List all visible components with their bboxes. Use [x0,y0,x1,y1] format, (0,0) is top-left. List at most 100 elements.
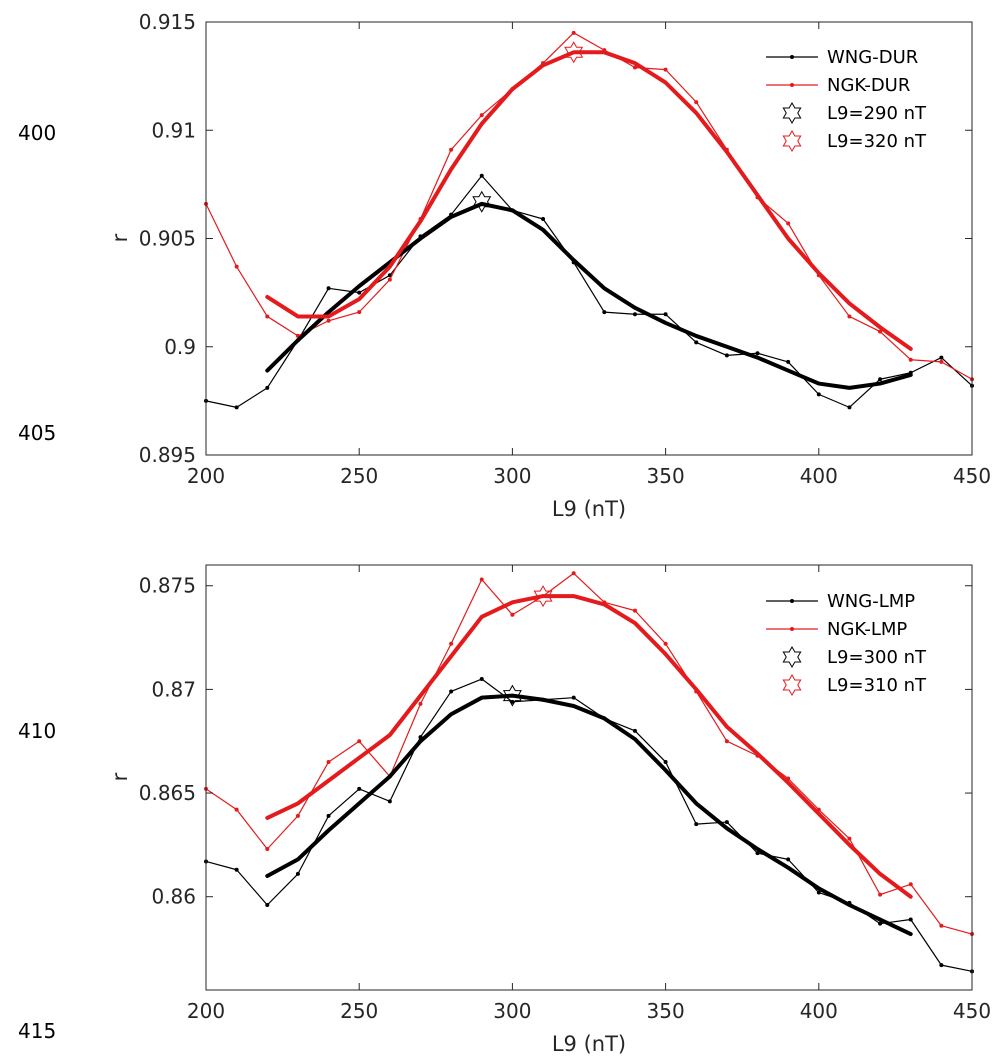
line-number-400: 400 [18,121,56,145]
chart-panel-top: 200 250 300 350 400 450 0.895 0.9 0.905 0.91 0.915… [108,10,991,521]
data-point [234,405,239,410]
line-number-415: 415 [18,1019,56,1043]
y-tick-label: 0.865 [139,781,196,805]
data-point [571,571,576,576]
legend-entry-ngk-dur: NGK-DUR [766,75,910,96]
legend-label: NGK-LMP [827,619,907,640]
x-tick-label: 300 [493,999,531,1023]
y-tick-label: 0.91 [151,118,196,142]
data-point [816,392,821,397]
data-point [663,759,668,764]
data-point [510,612,515,617]
data-point [878,921,883,926]
data-point [878,329,883,334]
legend-label: L9=300 nT [827,647,927,668]
data-point [724,739,729,744]
data-point [357,786,362,791]
data-point [847,836,852,841]
tick-layer: 200 250 300 350 400 450 0.86 0.865 0.87 0.875 [139,565,991,1023]
hexagram-marker-icon [782,645,802,669]
series-layer [204,571,974,974]
data-point [387,273,392,278]
x-tick-label: 450 [953,464,991,488]
hexagram-marker-icon [782,129,802,153]
data-point [510,699,515,704]
legend-dot [790,83,794,87]
line-number-410: 410 [18,719,56,743]
hexagram-marker [533,585,553,608]
data-point [786,221,791,226]
data-point [816,890,821,895]
legend-label: NGK-DUR [827,75,910,96]
data-point [908,917,913,922]
data-point [326,286,331,291]
data-point [479,173,484,178]
legend-entry-marker-300: L9=300 nT [782,645,927,669]
data-point [265,314,270,319]
legend-label: WNG-DUR [827,47,918,68]
series-line [205,175,973,408]
tick-layer: 200 250 300 350 400 450 0.895 0.9 0.905 0.91 0.915 [139,10,991,488]
data-point [326,318,331,323]
data-point [632,728,637,733]
data-point [571,30,576,35]
data-point [449,147,454,152]
x-tick-label: 350 [647,464,685,488]
data-point [755,351,760,356]
data-point [724,820,729,825]
data-point [295,871,300,876]
data-point [449,689,454,694]
data-point [326,813,331,818]
legend-dot [790,55,794,59]
x-tick-label: 200 [187,999,225,1023]
smoothed-series-line [265,594,913,899]
data-point [939,355,944,360]
data-point [234,867,239,872]
x-axis-label: L9 (nT) [552,1032,626,1056]
data-point [234,264,239,269]
data-point [479,113,484,118]
hexagram-marker [472,190,492,213]
smoothed-series-line [265,693,913,937]
data-point [908,357,913,362]
data-point [449,641,454,646]
smoothed-series-line [265,50,913,351]
legend-entry-marker-320: L9=320 nT [782,129,927,153]
x-tick-label: 450 [953,999,991,1023]
chart-panel-bottom: 200 250 300 350 400 450 0.86 0.865 0.87 0.875 L9 … [108,564,991,1056]
legend: WNG-LMP NGK-LMP L9=300 nT L9=310 nT [753,580,956,706]
legend-entry-marker-310: L9=310 nT [782,673,927,697]
y-axis-label: r [108,233,132,242]
x-tick-label: 400 [800,464,838,488]
data-point [939,359,944,364]
data-point [602,310,607,315]
legend-dot [790,627,794,631]
data-point [663,67,668,72]
x-tick-label: 300 [493,464,531,488]
hexagram-marker [502,684,522,707]
y-axis-label: r [108,772,132,781]
x-axis-label: L9 (nT) [552,497,626,521]
y-tick-label: 0.875 [139,574,196,598]
series-layer [204,30,974,410]
line-number-405: 405 [18,421,56,445]
data-point [387,277,392,282]
smoothed-series-line [265,201,913,390]
data-point [479,577,484,582]
y-tick-label: 0.87 [151,677,196,701]
marker-layer [472,41,584,213]
y-tick-label: 0.895 [139,443,196,467]
x-tick-label: 250 [340,999,378,1023]
hexagram-marker-icon [782,101,802,125]
data-point [939,963,944,968]
data-point [234,807,239,812]
y-tick-label: 0.915 [139,10,196,34]
series-line [205,32,973,380]
series-line [205,572,973,935]
x-tick-label: 400 [800,999,838,1023]
data-point [295,813,300,818]
data-point [878,377,883,382]
data-point [632,65,637,70]
y-tick-label: 0.86 [151,885,196,909]
